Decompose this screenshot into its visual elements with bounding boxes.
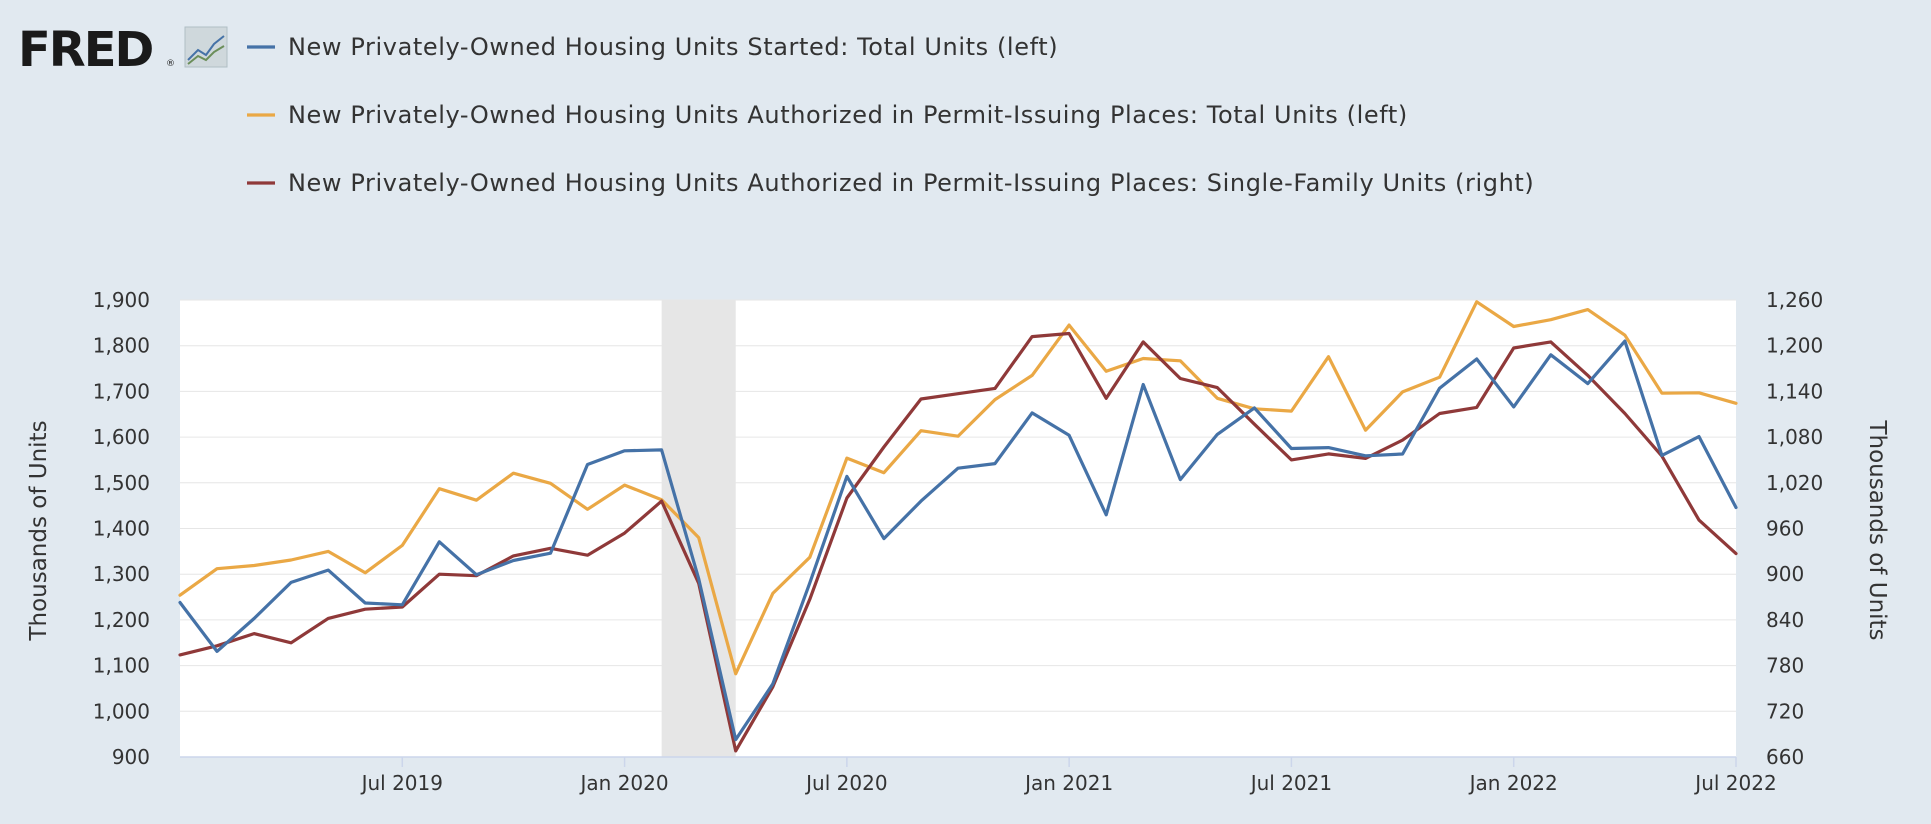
left-tick-label: 1,500 [93,471,150,495]
right-tick-label: 720 [1766,699,1804,723]
left-tick-label: 1,800 [93,334,150,358]
left-tick-label: 1,200 [93,608,150,632]
right-tick-label: 900 [1766,562,1804,586]
legend-item-3[interactable]: New Privately-Owned Housing Units Author… [247,169,1534,197]
registered-mark: ® [166,59,175,69]
left-tick-label: 1,900 [93,288,150,312]
axes: 900 660 1,000 720 1,100 780 1,200 840 1,300 900 1,… [93,288,1824,795]
left-tick-label: 1,000 [93,699,150,723]
left-tick-label: 1,700 [93,379,150,403]
x-tick-label: Jan 2022 [1468,771,1558,795]
right-axis-title: Thousands of Units [1864,419,1890,640]
right-tick-label: 1,080 [1766,425,1823,449]
legend: New Privately-Owned Housing Units Starte… [247,33,1534,197]
x-tick-label: Jul 2022 [1693,771,1776,795]
left-axis-title: Thousands of Units [26,420,52,641]
legend-item-2[interactable]: New Privately-Owned Housing Units Author… [247,101,1408,129]
fred-logo[interactable]: FRED ® [18,22,228,78]
line-chart-icon [184,26,228,68]
series-line-1[interactable] [178,339,1738,742]
right-tick-label: 1,140 [1766,379,1823,403]
fred-logo-text: FRED [18,22,153,78]
left-tick-label: 1,600 [93,425,150,449]
x-tick-label: Jul 2019 [360,771,443,795]
right-tick-label: 1,200 [1766,334,1823,358]
left-tick-label: 900 [112,745,150,769]
left-tick-label: 1,400 [93,517,150,541]
right-tick-label: 840 [1766,608,1804,632]
right-tick-label: 1,020 [1766,471,1823,495]
legend-label: New Privately-Owned Housing Units Starte… [288,33,1058,61]
right-tick-label: 780 [1766,654,1804,678]
right-tick-label: 960 [1766,517,1804,541]
left-tick-label: 1,300 [93,562,150,586]
series-line-2[interactable] [178,300,1738,676]
series-line-3[interactable] [178,331,1738,753]
x-tick-label: Jan 2021 [1023,771,1113,795]
legend-label: New Privately-Owned Housing Units Author… [288,169,1534,197]
legend-label: New Privately-Owned Housing Units Author… [288,101,1408,129]
x-tick-label: Jan 2020 [579,771,669,795]
x-tick-label: Jul 2021 [1249,771,1332,795]
legend-item-1[interactable]: New Privately-Owned Housing Units Starte… [247,33,1058,61]
left-tick-label: 1,100 [93,654,150,678]
right-tick-label: 660 [1766,745,1804,769]
right-tick-label: 1,260 [1766,288,1823,312]
series-layer [178,300,1738,753]
x-tick-label: Jul 2020 [804,771,887,795]
